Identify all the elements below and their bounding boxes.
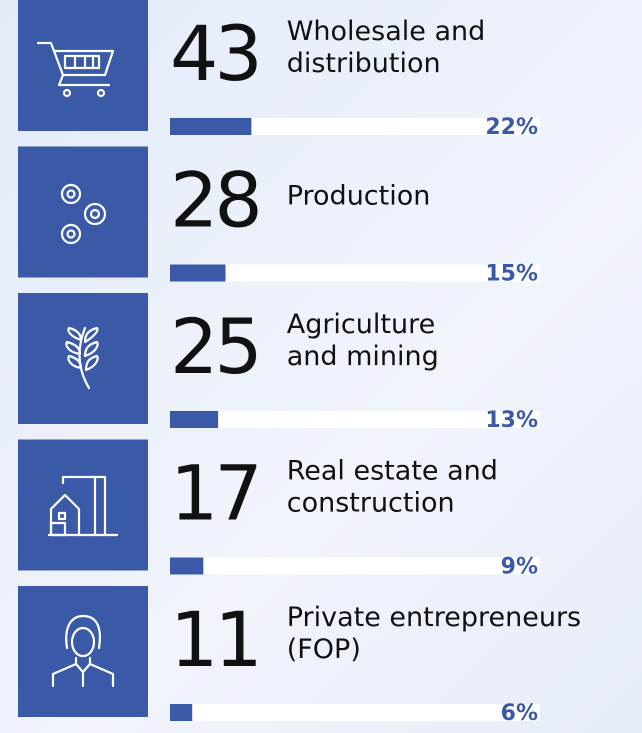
wheat-icon: [65, 326, 99, 390]
percent-label: 6%: [501, 701, 538, 726]
bar-track: [170, 704, 540, 721]
label-line: Real estate and: [287, 456, 498, 487]
icon-tile: [18, 293, 148, 424]
construction-icon: [47, 475, 119, 537]
bar-track: [170, 118, 540, 135]
bar-fill: [170, 118, 252, 135]
icons: [36, 41, 119, 688]
bar-fill: [170, 411, 219, 428]
person-icon: [51, 614, 115, 688]
label-line: (FOP): [287, 634, 361, 665]
icon-tile: [18, 586, 148, 717]
percent-label: 15%: [485, 262, 538, 287]
bar-fill: [170, 264, 226, 282]
label-line: Agriculture: [287, 309, 436, 340]
bar-track: [170, 264, 540, 282]
count: 17: [170, 449, 259, 538]
bar-track: [170, 557, 540, 575]
icon-tile: [18, 0, 148, 131]
count: 28: [170, 156, 259, 245]
bar-track: [170, 411, 540, 428]
count: 11: [170, 595, 259, 684]
cart-icon: [36, 41, 115, 98]
label-line: Production: [287, 181, 431, 212]
count: 43: [170, 9, 259, 98]
bar-fill: [170, 704, 193, 721]
icon-tile: [18, 146, 148, 278]
icon-tile: [18, 439, 148, 571]
percent-label: 9%: [501, 555, 538, 580]
percent-label: 13%: [485, 408, 538, 433]
label-line: and mining: [287, 341, 439, 372]
percent-label: 22%: [485, 115, 538, 140]
label-line: Private entrepreneurs: [287, 602, 581, 633]
label-line: distribution: [287, 48, 441, 79]
label-line: construction: [287, 488, 455, 519]
label-line: Wholesale and: [287, 16, 486, 47]
count: 25: [170, 302, 259, 391]
gears-icon: [60, 183, 107, 245]
bar-fill: [170, 557, 204, 575]
